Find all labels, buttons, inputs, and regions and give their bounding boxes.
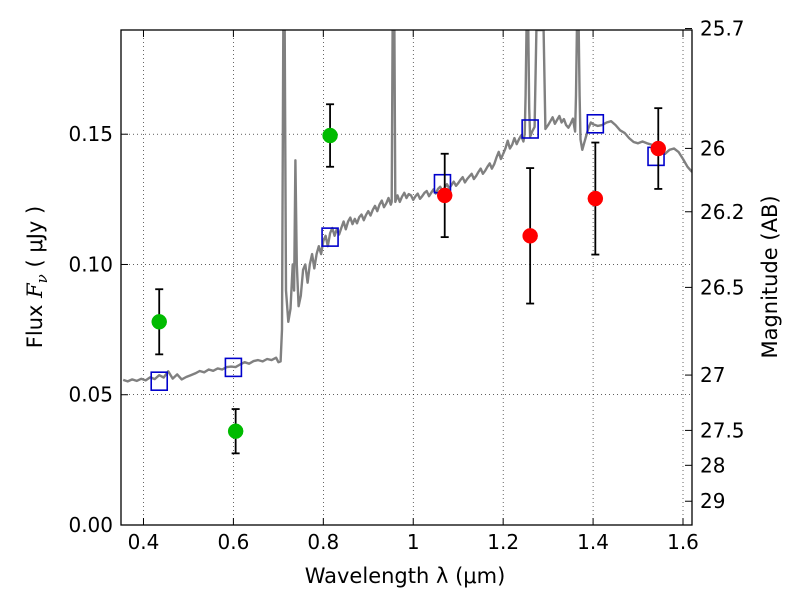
x-tick-label: 1.4 bbox=[577, 530, 609, 554]
axis-ticks: 0.4 0.6 0.8 1 1.2 1.4 1.6 0.00 0.05 0.10 0.15 25.7 2… bbox=[68, 17, 744, 554]
y-axis-label-unit: ( μJy ) bbox=[23, 206, 47, 274]
data-point bbox=[650, 140, 667, 157]
spectrum-line bbox=[122, 30, 692, 383]
y-axis-label: Flux Fν ( μJy ) bbox=[23, 206, 51, 348]
right-tick-label: 29 bbox=[700, 489, 725, 513]
right-tick-label: 27.5 bbox=[700, 418, 745, 442]
model-box-point bbox=[321, 227, 339, 247]
data-point bbox=[587, 190, 604, 207]
plot-area bbox=[122, 30, 692, 455]
model-box-point bbox=[586, 113, 605, 134]
data-point bbox=[227, 423, 244, 439]
data-point bbox=[522, 228, 538, 244]
y-tick-label: 0.15 bbox=[68, 122, 113, 146]
y-tick-label: 0.10 bbox=[68, 252, 113, 276]
x-tick-label: 1.6 bbox=[667, 530, 699, 554]
right-tick-label: 27 bbox=[700, 363, 725, 387]
x-tick-label: 1.2 bbox=[487, 530, 519, 554]
y-tick-label: 0.00 bbox=[68, 513, 113, 537]
data-point bbox=[151, 314, 167, 330]
x-axis-label: Wavelength λ (μm) bbox=[305, 564, 506, 588]
right-tick-label: 26 bbox=[700, 136, 725, 160]
right-tick-label: 25.7 bbox=[700, 17, 745, 41]
data-point bbox=[436, 187, 453, 204]
right-axis-label: Magnitude (AB) bbox=[758, 195, 782, 358]
data-point bbox=[322, 127, 338, 144]
y-axis-label-symbol: F bbox=[23, 282, 47, 299]
model-box-point bbox=[150, 371, 169, 391]
model-box-point bbox=[224, 357, 243, 378]
x-tick-label: 0.4 bbox=[128, 530, 160, 554]
right-tick-label: 26.5 bbox=[700, 275, 745, 299]
model-box-point bbox=[521, 119, 539, 139]
x-tick-label: 0.6 bbox=[217, 530, 249, 554]
x-tick-label: 0.8 bbox=[307, 530, 339, 554]
plot-frame bbox=[120, 29, 693, 526]
y-axis-label-subscript: ν bbox=[33, 274, 51, 283]
grid bbox=[121, 30, 692, 526]
y-tick-label: 0.05 bbox=[68, 383, 113, 407]
y-axis-label-prefix: Flux bbox=[23, 298, 47, 348]
x-tick-label: 1 bbox=[407, 530, 420, 554]
right-tick-label: 28 bbox=[700, 453, 725, 477]
right-tick-label: 26.2 bbox=[700, 200, 745, 224]
